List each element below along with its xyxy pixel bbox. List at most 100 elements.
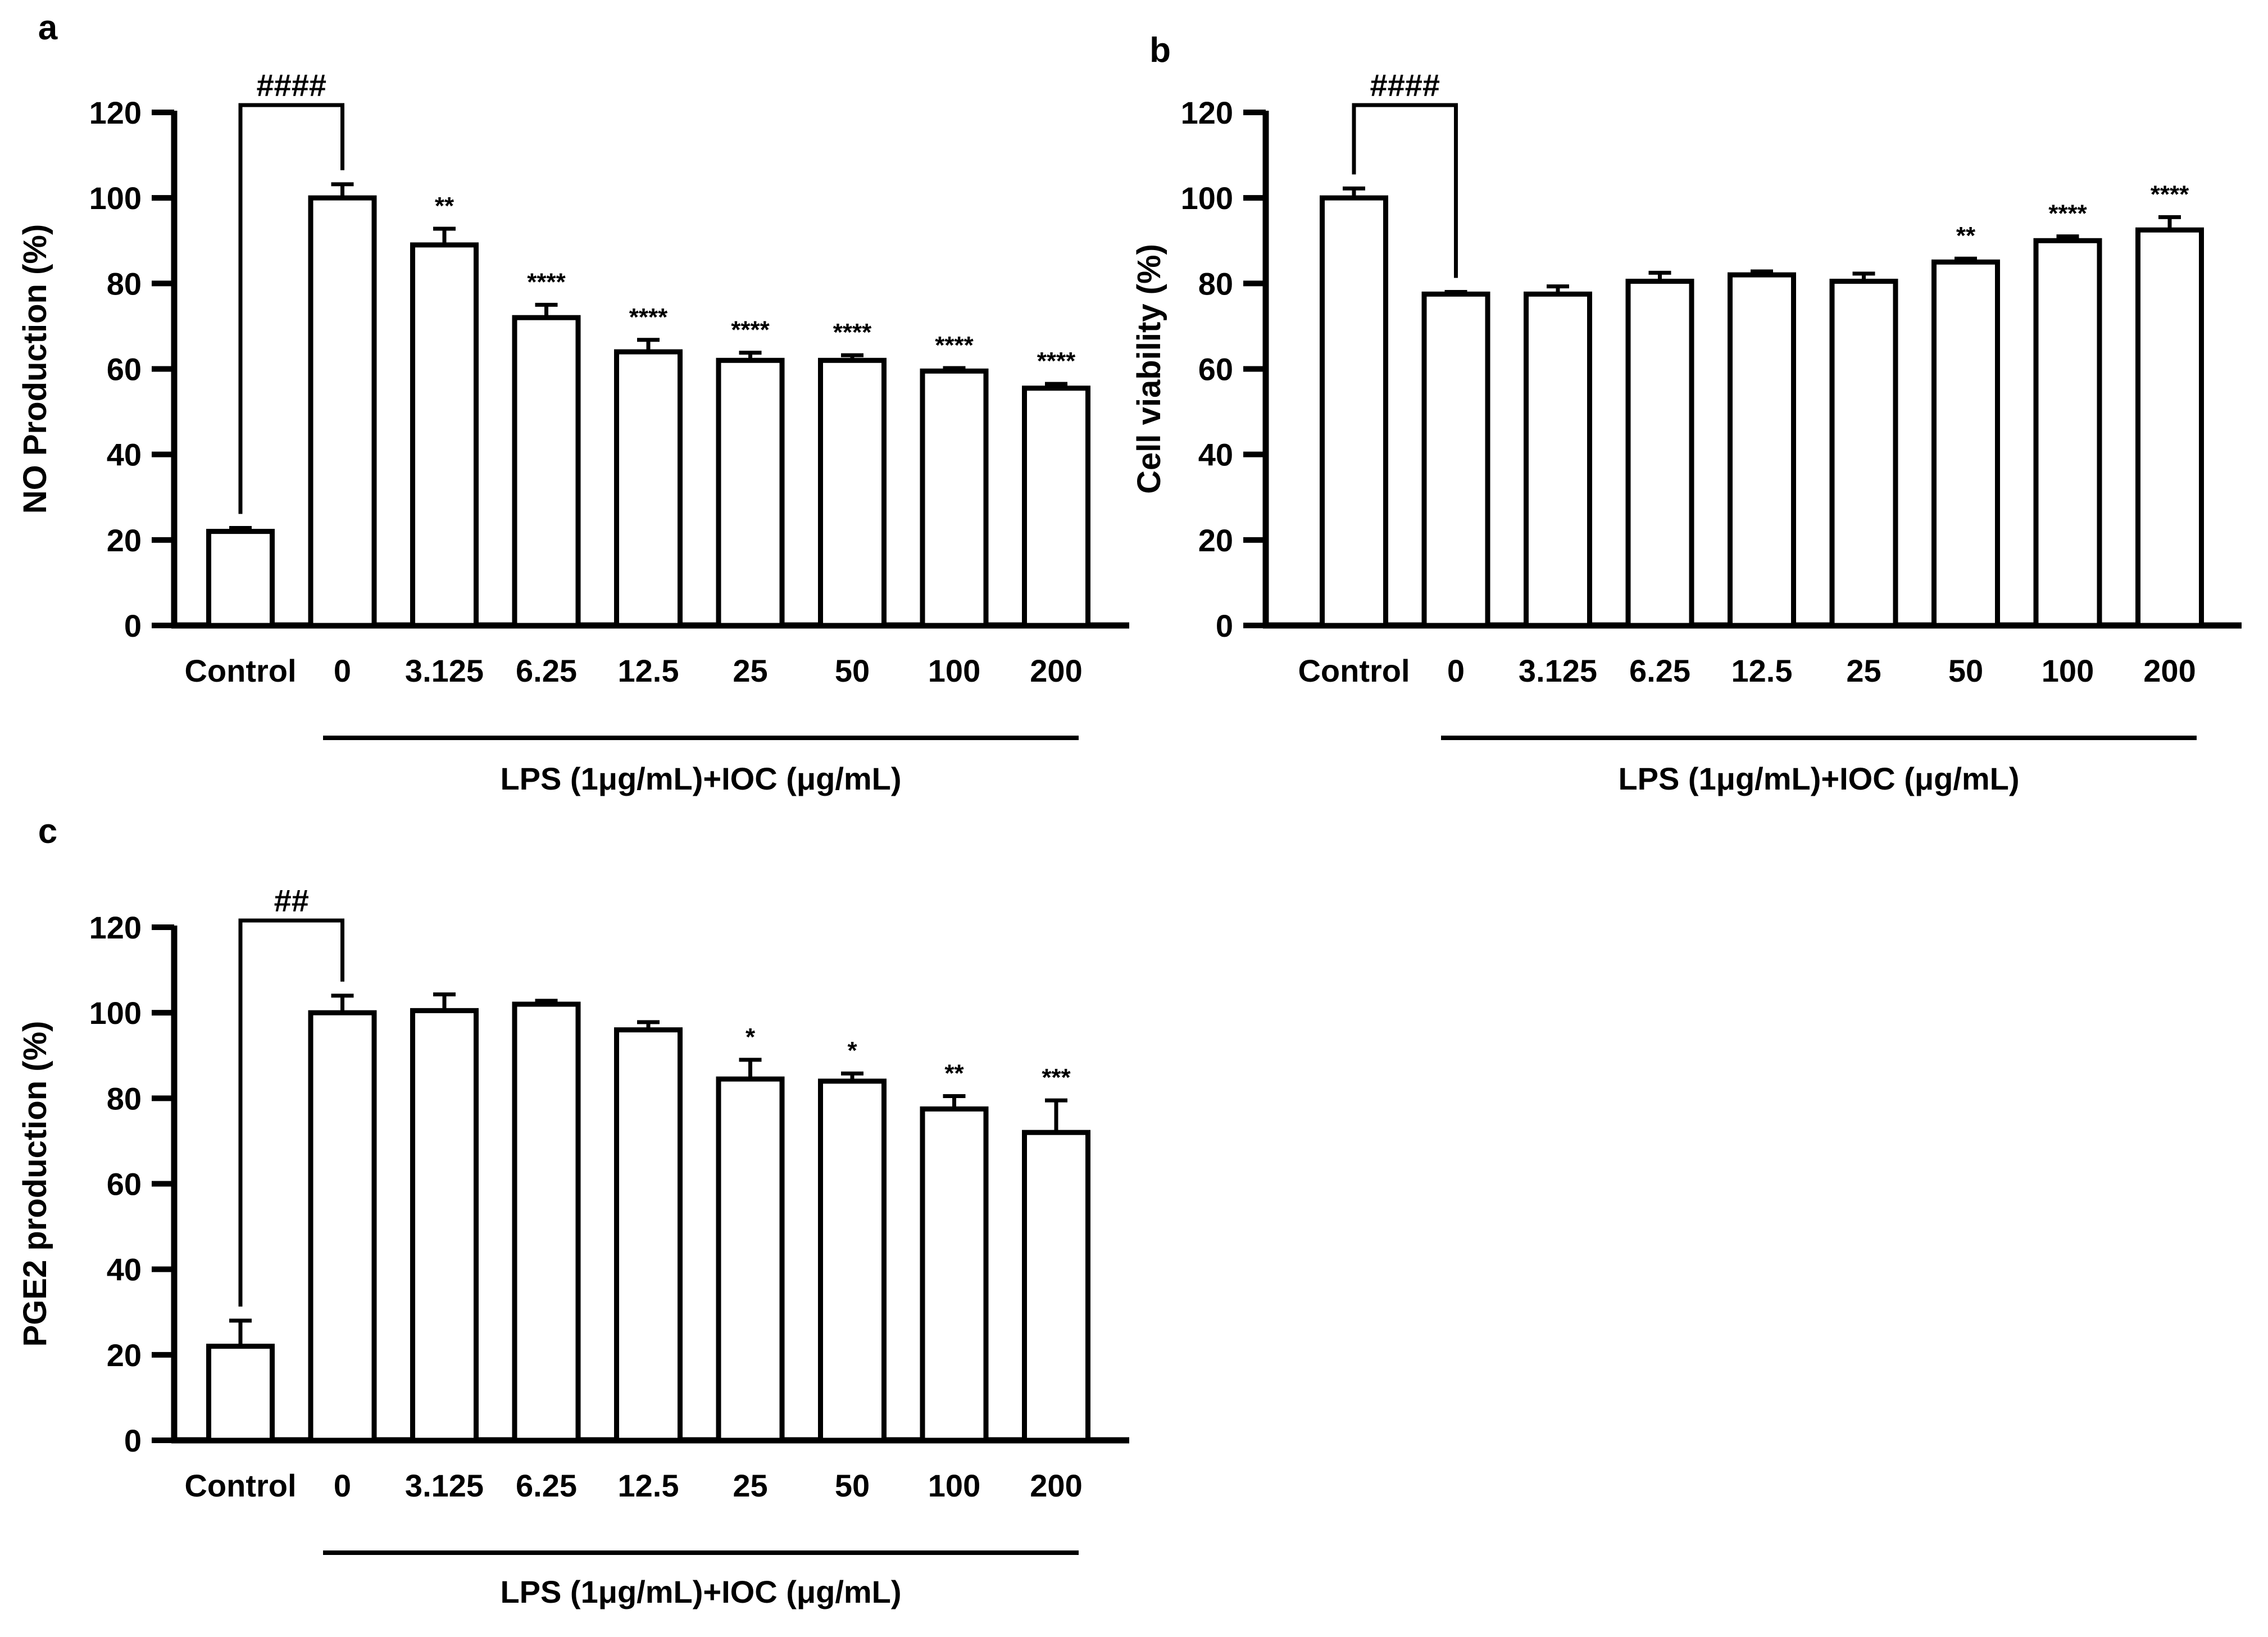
- bar: [614, 349, 683, 628]
- x-tick-label: 12.5: [1731, 653, 1793, 688]
- x-tick-label: 100: [2042, 653, 2094, 688]
- y-axis-label: Cell viability (%): [1131, 244, 1167, 494]
- y-tick-label: 60: [1198, 352, 1233, 387]
- bracket-label: ##: [274, 883, 309, 918]
- y-tick-label: 80: [107, 1081, 142, 1116]
- y-tick-label: 20: [1198, 523, 1233, 558]
- x-tick-label: 12.5: [618, 653, 679, 688]
- panel-a: a NO Production (%) 0 20 40 60 80 100 120 Control…: [17, 8, 1129, 796]
- bar: [1931, 259, 2000, 628]
- y-tick-label: 60: [107, 1167, 142, 1202]
- comparison-bracket: [1352, 103, 1458, 278]
- significance-label: ****: [2048, 200, 2087, 228]
- x-tick-label: 6.25: [1629, 653, 1690, 688]
- x-tick-label: 100: [928, 1468, 980, 1503]
- bar: [2135, 227, 2204, 628]
- bar: [512, 1001, 581, 1443]
- x-tick-label: Control: [184, 1468, 296, 1503]
- significance-label: ****: [935, 332, 974, 359]
- x-tick-label: 6.25: [516, 1468, 577, 1503]
- x-tick-label: 25: [733, 1468, 767, 1503]
- significance-label: ****: [833, 319, 872, 346]
- bar: [920, 368, 989, 628]
- significance-label: **: [944, 1060, 964, 1087]
- bracket-label: ####: [1370, 67, 1440, 103]
- significance-label: ***: [1042, 1064, 1071, 1091]
- x-tick-label: 0: [1447, 653, 1465, 688]
- significance-label: *: [847, 1037, 857, 1064]
- significance-label: ****: [629, 303, 668, 331]
- y-tick-label: 120: [89, 95, 142, 130]
- significance-label: ****: [527, 268, 566, 296]
- x-tick-label: 100: [928, 653, 980, 688]
- x-tick-label: 200: [1030, 1468, 1082, 1503]
- x-tick-label: 0: [334, 1468, 351, 1503]
- panel-label: a: [38, 8, 58, 47]
- x-tick-label: Control: [184, 653, 296, 688]
- bar: [1022, 1130, 1090, 1443]
- group-label: LPS (1μg/mL)+IOC (μg/mL): [1618, 761, 2019, 796]
- x-tick-label: 3.125: [1519, 653, 1597, 688]
- panel-label: c: [38, 812, 57, 851]
- y-tick-label: 20: [107, 1337, 142, 1373]
- y-tick-label: 40: [107, 437, 142, 473]
- bar: [2033, 238, 2102, 628]
- x-tick-label: 50: [1948, 653, 1983, 688]
- bar: [1625, 279, 1694, 628]
- bar: [1524, 291, 1592, 628]
- bar: [410, 1008, 479, 1443]
- y-tick-label: 0: [1216, 608, 1233, 643]
- bar: [206, 1344, 275, 1443]
- bar: [920, 1106, 989, 1443]
- x-tick-label: 50: [835, 1468, 870, 1503]
- x-tick-label: 200: [1030, 653, 1082, 688]
- bar: [308, 195, 377, 628]
- y-tick-label: 80: [1198, 266, 1233, 301]
- y-tick-label: 0: [124, 1423, 142, 1458]
- group-label: LPS (1μg/mL)+IOC (μg/mL): [500, 1574, 901, 1609]
- bar: [1320, 195, 1388, 628]
- y-axis-label: NO Production (%): [17, 224, 53, 514]
- bar: [1022, 386, 1090, 628]
- panel-c: c PGE2 production (%) 0 20 40 60 80 100 120 Contr…: [17, 812, 1129, 1609]
- panel-label: b: [1149, 31, 1171, 70]
- bar: [818, 357, 887, 628]
- bar: [1421, 291, 1490, 628]
- comparison-bracket: [238, 103, 344, 514]
- y-tick-label: 60: [107, 352, 142, 387]
- x-tick-label: 0: [334, 653, 351, 688]
- x-tick-label: 25: [733, 653, 767, 688]
- x-tick-label: 6.25: [516, 653, 577, 688]
- significance-label: **: [1956, 222, 1976, 250]
- y-tick-label: 120: [89, 910, 142, 945]
- x-tick-label: 3.125: [405, 653, 484, 688]
- bar: [1829, 279, 1898, 628]
- bar: [1728, 272, 1796, 628]
- bar: [614, 1027, 683, 1443]
- bar: [716, 357, 785, 628]
- y-tick-label: 100: [89, 180, 142, 216]
- significance-label: ****: [1037, 347, 1076, 375]
- panel-b: b Cell viability (%) 0 20 40 60 80 100 120 Contro…: [1131, 31, 2242, 796]
- significance-label: **: [435, 192, 454, 220]
- significance-label: ****: [731, 316, 770, 344]
- y-tick-label: 100: [1181, 180, 1233, 216]
- bar: [512, 315, 581, 628]
- bar: [716, 1076, 785, 1443]
- bracket-label: ####: [256, 67, 326, 103]
- y-tick-label: 120: [1181, 95, 1233, 130]
- bar: [410, 242, 479, 628]
- significance-label: *: [746, 1023, 756, 1051]
- x-tick-label: 50: [835, 653, 870, 688]
- x-tick-label: 12.5: [618, 1468, 679, 1503]
- bar: [308, 1010, 377, 1443]
- significance-label: ****: [2151, 180, 2189, 208]
- bar: [206, 529, 275, 628]
- comparison-bracket: [238, 918, 344, 1307]
- bar: [818, 1078, 887, 1443]
- x-tick-label: 25: [1846, 653, 1881, 688]
- y-tick-label: 0: [124, 608, 142, 643]
- x-tick-label: Control: [1298, 653, 1410, 688]
- y-tick-label: 40: [107, 1252, 142, 1287]
